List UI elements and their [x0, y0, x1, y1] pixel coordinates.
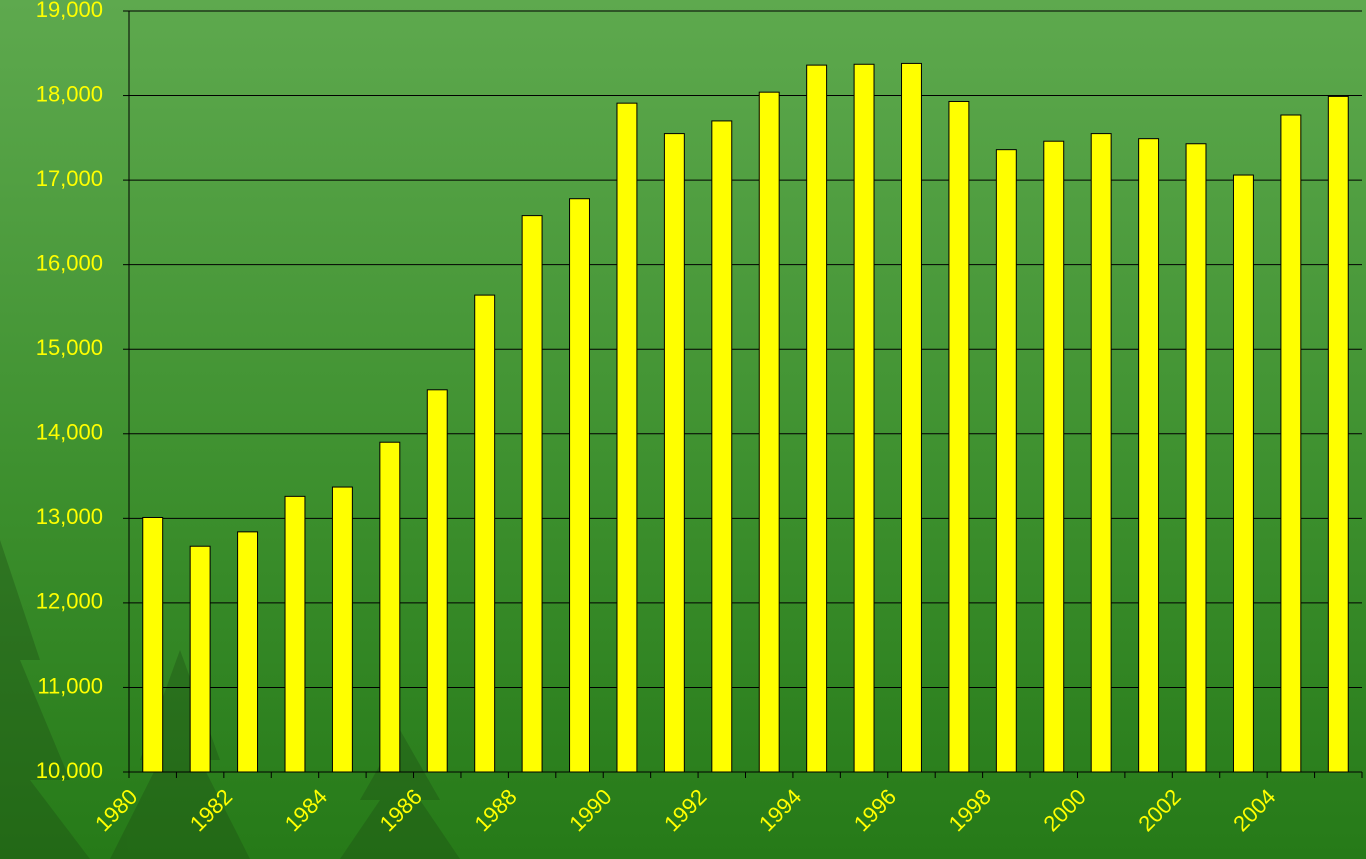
bar	[379, 441, 401, 773]
tree-decoration	[0, 540, 460, 859]
bar	[616, 102, 638, 773]
bar	[1090, 133, 1112, 773]
bar	[853, 63, 875, 773]
y-tick-label: 16,000	[36, 250, 103, 275]
bar	[901, 62, 922, 773]
bar	[711, 120, 733, 773]
bar	[1138, 138, 1160, 773]
y-tick-label: 11,000	[37, 673, 103, 698]
bar	[569, 198, 590, 773]
bar	[1043, 140, 1065, 773]
bar	[237, 531, 259, 773]
bar	[189, 545, 211, 773]
bar	[426, 389, 448, 773]
y-tick-label: 17,000	[36, 166, 103, 191]
y-tick-label: 12,000	[36, 589, 103, 614]
y-tick-label: 18,000	[36, 81, 103, 106]
bar	[758, 91, 780, 773]
y-tick-label: 10,000	[36, 758, 103, 783]
y-tick-label: 19,000	[36, 0, 103, 22]
bar	[663, 133, 685, 773]
bar	[1327, 95, 1349, 773]
bar	[995, 149, 1017, 773]
y-tick-label: 14,000	[36, 420, 103, 445]
bar	[948, 100, 970, 773]
y-tick-label: 13,000	[36, 504, 103, 529]
bar	[1185, 143, 1207, 773]
bar	[142, 516, 164, 773]
bar	[521, 215, 543, 773]
bar	[806, 64, 828, 773]
bar	[474, 294, 496, 773]
bar	[284, 495, 306, 773]
bar	[331, 486, 353, 773]
bar	[1280, 114, 1302, 773]
y-tick-label: 15,000	[36, 335, 103, 360]
bar	[1232, 174, 1254, 773]
